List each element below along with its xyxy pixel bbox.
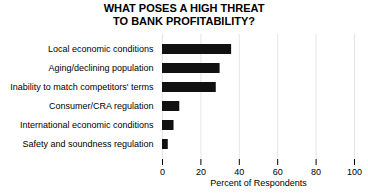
svg-text:60: 60 — [273, 167, 283, 177]
svg-text:Aging/declining population: Aging/declining population — [48, 64, 153, 74]
svg-text:80: 80 — [311, 167, 321, 177]
svg-text:Percent of Respondents: Percent of Respondents — [210, 178, 307, 188]
svg-text:0: 0 — [160, 167, 165, 177]
svg-text:International economic conditi: International economic conditions — [20, 121, 154, 131]
svg-text:100: 100 — [347, 167, 362, 177]
svg-text:20: 20 — [196, 167, 206, 177]
svg-text:Safety and soundness regulatio: Safety and soundness regulation — [22, 140, 153, 150]
svg-text:Local economic conditions: Local economic conditions — [48, 45, 154, 55]
svg-text:Consumer/CRA regulation: Consumer/CRA regulation — [49, 102, 154, 112]
html-text:WHAT POSES A HIGH THREAT TO BA: WHAT POSES A HIGH THREAT TO BANK PROFITA… — [103, 2, 265, 28]
svg-text:40: 40 — [234, 167, 244, 177]
svg-text:Inability to match competitors: Inability to match competitors' terms — [10, 83, 154, 93]
